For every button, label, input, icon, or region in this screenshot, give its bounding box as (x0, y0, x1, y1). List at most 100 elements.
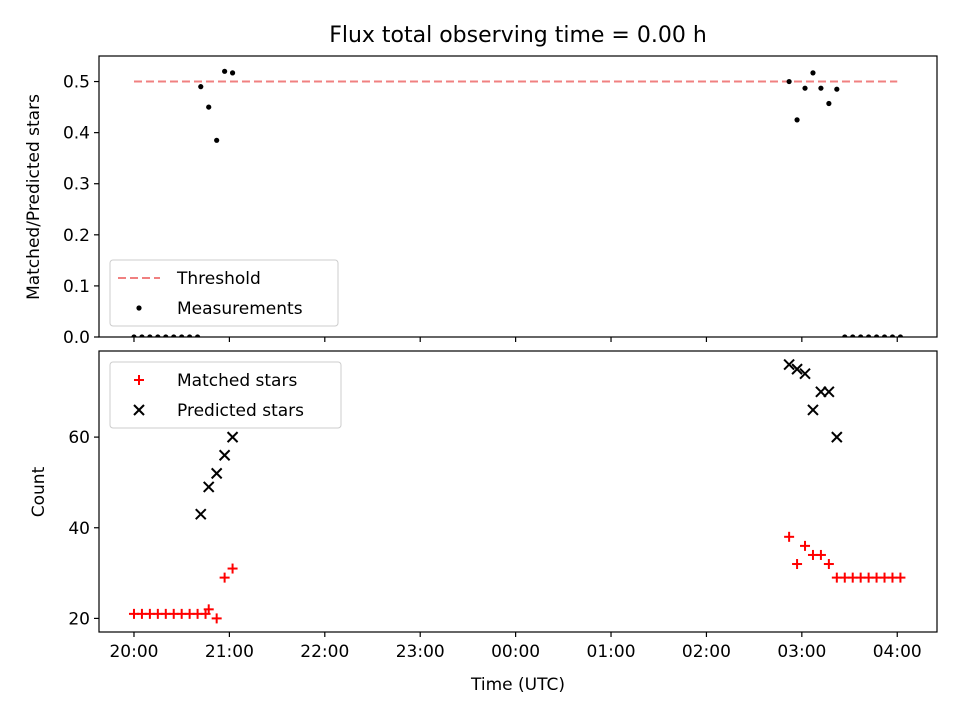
measurement-point (194, 334, 201, 337)
predicted-star-point (203, 481, 215, 493)
x-stroke-b (203, 481, 215, 493)
measurement-point (802, 85, 808, 91)
plot-frame (98, 350, 938, 633)
predicted-star-point (226, 431, 239, 443)
x-axis-label: Time (UTC) (470, 675, 565, 695)
measurement-point (214, 137, 220, 143)
measurement-point (794, 117, 800, 123)
x-tick-label: 01:00 (587, 642, 636, 662)
legend-label: Predicted stars (177, 401, 304, 421)
x-tick-label: 03:00 (777, 642, 826, 662)
legend-predicted-swatch (133, 404, 145, 416)
predicted-star-point (831, 431, 843, 443)
matched-star-point (895, 572, 906, 583)
measurement-point (810, 70, 816, 76)
matched-star-point (823, 559, 834, 570)
matched-star-point (203, 604, 214, 615)
y-tick-label: 40 (68, 519, 90, 539)
measurement-point (842, 334, 848, 337)
x-stroke-b (210, 467, 223, 480)
top-panel: 0.0 0.1 0.2 0.3 0.4 0.5 Threshold Measurements (63, 55, 938, 348)
y-tick-label: 0.3 (63, 175, 90, 195)
predicted-star-point (210, 467, 223, 480)
x-stroke-b (831, 431, 843, 443)
x-tick-label: 21:00 (205, 642, 254, 662)
predicted-star-point (218, 449, 231, 461)
legend: Matched stars Predicted stars (109, 361, 342, 429)
legend-measurement-swatch (136, 305, 142, 311)
x-tick-label: 04:00 (873, 642, 922, 662)
matched-star-point (227, 563, 238, 574)
measurement-point (163, 334, 169, 337)
measurement-point (866, 334, 872, 337)
predicted-star-point (807, 404, 819, 416)
y-tick-label: 20 (68, 609, 90, 629)
x-stroke-b (218, 449, 231, 461)
x-tick-label: 23:00 (396, 642, 445, 662)
legend-label: Measurements (177, 299, 303, 319)
matched-star-point (815, 549, 826, 560)
measurement-point (858, 334, 864, 337)
x-stroke-b (791, 363, 803, 375)
x-stroke-b (799, 367, 811, 380)
x-stroke-b (195, 508, 207, 520)
measurement-point (198, 84, 204, 90)
x-stroke-b (823, 386, 835, 398)
measurement-point (889, 334, 896, 337)
data-layer (131, 68, 904, 337)
x-tick-label: 22:00 (300, 642, 349, 662)
measurement-point (147, 334, 153, 337)
legend-label: Threshold (176, 269, 261, 289)
legend-box (109, 259, 339, 327)
predicted-star-point (799, 367, 811, 380)
bottom-y-axis-label: Count (29, 466, 49, 517)
measurement-point (171, 334, 177, 337)
y-tick-label: 0.5 (63, 73, 90, 93)
matched-star-point (211, 613, 222, 624)
x-stroke-b (807, 404, 819, 416)
top-y-axis-label: Matched/Predicted stars (24, 94, 44, 300)
predicted-star-point (195, 508, 207, 520)
measurement-point (873, 334, 880, 337)
x-tick-label: 20:00 (109, 642, 158, 662)
legend-matched-swatch (134, 375, 144, 385)
measurement-point (131, 334, 137, 337)
measurement-point (155, 334, 161, 337)
measurement-point (179, 334, 185, 337)
predicted-star-point (823, 386, 835, 398)
legend: Threshold Measurements (109, 259, 339, 327)
y-tick-label: 0.4 (63, 124, 90, 144)
measurement-point (897, 334, 904, 337)
x-tick-label: 00:00 (491, 642, 540, 662)
measurement-point (222, 68, 228, 74)
legend-box (109, 361, 342, 429)
legend-label: Matched stars (177, 371, 297, 391)
y-tick-label: 0.0 (63, 328, 90, 348)
measurement-point (826, 100, 832, 107)
y-tick-label: 0.2 (63, 226, 90, 246)
measurement-point (818, 85, 824, 91)
matched-star-point (219, 572, 230, 583)
x-stroke-b (226, 431, 239, 443)
measurement-point (229, 70, 236, 76)
measurement-point (139, 334, 145, 337)
measurement-point (206, 104, 212, 110)
x-stroke-b (783, 358, 795, 371)
y-tick-label: 0.1 (63, 277, 90, 297)
x-stroke-b (133, 404, 145, 416)
measurement-point (834, 86, 840, 92)
measurement-point (187, 334, 193, 337)
plot-frame (98, 55, 938, 338)
y-tick-label: 60 (68, 428, 90, 448)
matched-star-point (784, 531, 795, 542)
matched-star-point (800, 540, 811, 551)
matched-star-point (792, 559, 803, 570)
data-layer (128, 358, 906, 624)
measurement-point (786, 78, 792, 85)
measurement-point (881, 334, 888, 337)
bottom-panel: 20 40 60 20:00 21:00 22:00 23:00 00:00 01:00 02:0… (68, 350, 938, 662)
measurement-point (850, 334, 856, 337)
x-tick-label: 02:00 (682, 642, 731, 662)
